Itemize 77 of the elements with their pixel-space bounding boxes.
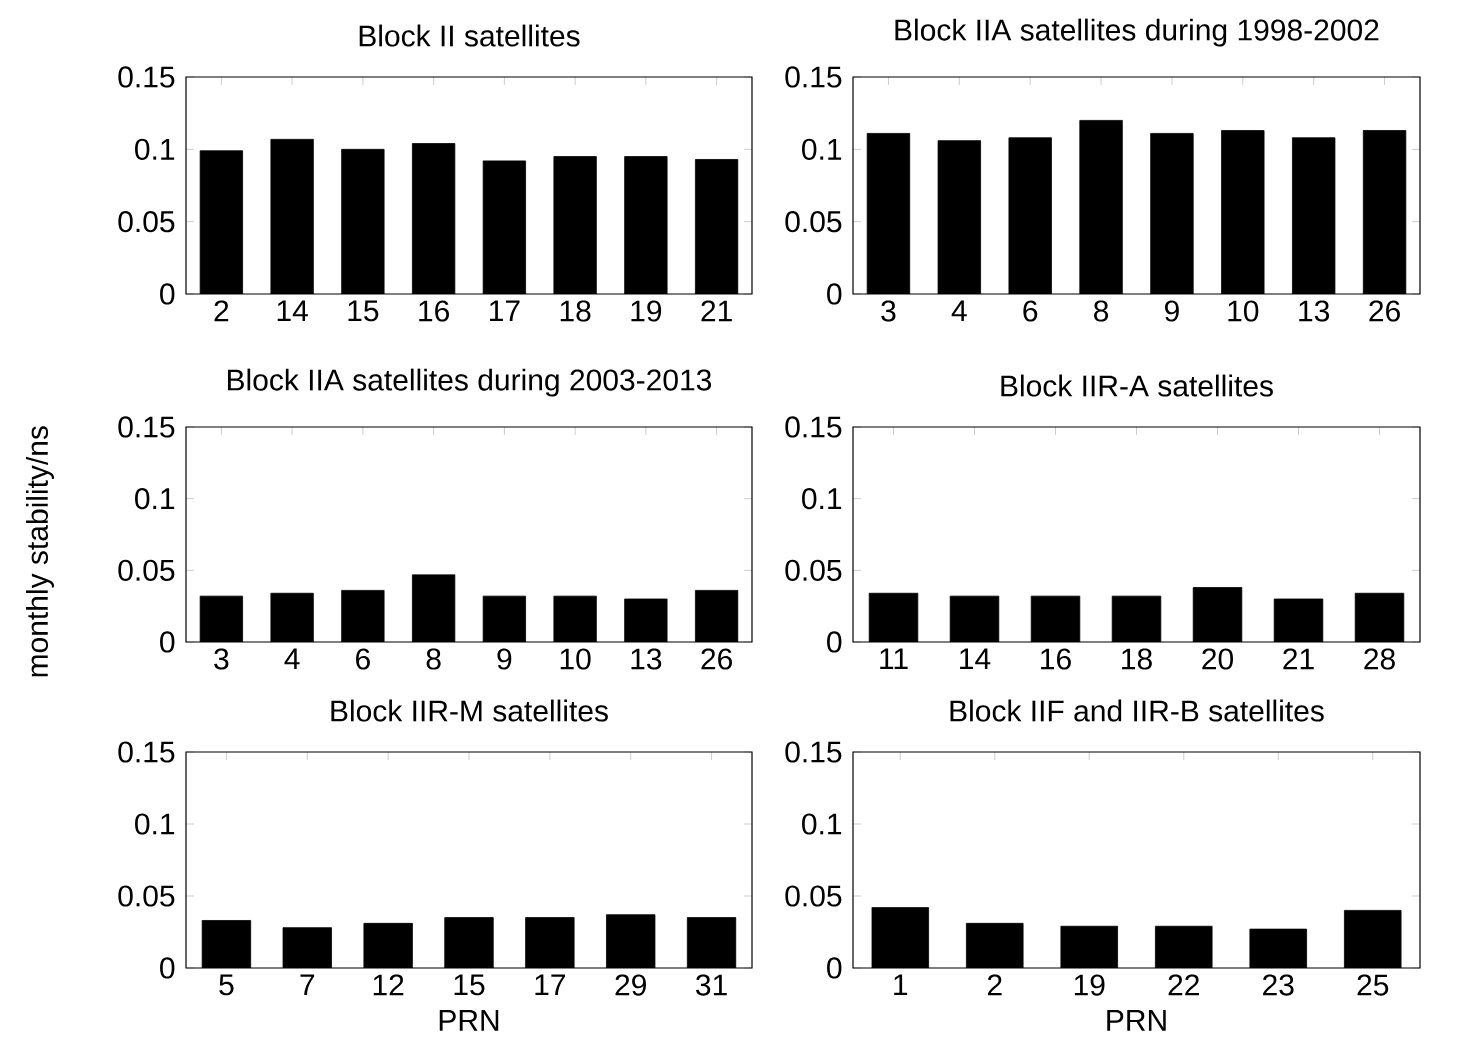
x-axis-title: PRN: [439, 1010, 499, 1031]
x-tick-label: 8: [426, 648, 441, 670]
x-tick-label: 5: [219, 974, 234, 996]
chart-title: Block IIR-M satellites: [331, 699, 608, 722]
x-tick-label: 14: [277, 300, 308, 322]
x-tick-label: 3: [214, 648, 229, 670]
y-tick-label: 0.1: [135, 813, 175, 835]
x-tick-label: 6: [1023, 300, 1038, 322]
chart-title: Block IIF and IIR-B satellites: [950, 699, 1324, 722]
y-tick-label: 0.15: [785, 741, 842, 763]
x-tick-label: 20: [1202, 648, 1233, 670]
y-tick-label: 0.15: [785, 416, 842, 438]
x-tick-label: 6: [356, 648, 370, 670]
y-tick-label: 0.05: [118, 885, 175, 907]
y-tick-label: 0: [160, 283, 175, 305]
y-tick-label: 0.05: [785, 559, 842, 581]
x-tick-label: 1: [894, 974, 908, 996]
x-tick-label: 29: [615, 974, 646, 996]
chart-title: Block II satellites: [359, 24, 580, 47]
x-axis-title: PRN: [1107, 1010, 1166, 1031]
x-tick-label: 4: [284, 648, 300, 670]
x-tick-label: 26: [701, 648, 732, 670]
x-tick-label: 10: [1228, 300, 1259, 322]
x-tick-label: 13: [1299, 300, 1330, 322]
x-tick-label: 16: [1041, 648, 1071, 670]
y-tick-label: 0.1: [802, 138, 842, 160]
y-tick-label: 0.05: [118, 211, 175, 233]
x-tick-label: 15: [454, 974, 485, 996]
x-tick-label: 25: [1357, 974, 1389, 996]
x-tick-label: 17: [535, 974, 566, 996]
y-tick-label: 0.05: [785, 885, 842, 907]
chart-title: Block IIA satellites during 1998-2002: [895, 18, 1379, 47]
y-tick-label: 0.1: [802, 488, 842, 510]
y-tick-label: 0.1: [135, 488, 175, 510]
x-tick-label: 31: [696, 974, 727, 996]
y-tick-label: 0.15: [785, 66, 842, 88]
x-tick-label: 18: [560, 300, 591, 322]
x-tick-label: 14: [960, 648, 991, 670]
y-tick-label: 0: [827, 283, 842, 305]
y-tick-label: 0.05: [118, 559, 175, 581]
x-tick-label: 2: [214, 300, 229, 322]
x-tick-label: 12: [373, 974, 404, 996]
y-tick-label: 0: [827, 957, 842, 979]
y-tick-label: 0.15: [118, 66, 175, 88]
x-tick-label: 10: [560, 648, 591, 670]
chart-title: Block IIA satellites during 2003-2013: [227, 368, 712, 397]
x-tick-label: 4: [951, 300, 967, 322]
x-tick-label: 18: [1122, 648, 1152, 670]
y-tick-label: 0.15: [118, 741, 175, 763]
y-axis-title: monthly stability/ns: [26, 426, 54, 677]
x-tick-label: 23: [1263, 974, 1294, 996]
x-tick-label: 19: [1074, 974, 1105, 996]
x-tick-label: 28: [1364, 648, 1395, 670]
x-tick-label: 22: [1168, 974, 1199, 996]
x-tick-label: 26: [1369, 300, 1400, 322]
x-tick-label: 3: [881, 300, 896, 322]
x-tick-label: 11: [880, 648, 908, 670]
y-tick-label: 0.05: [785, 211, 842, 233]
x-tick-label: 8: [1094, 300, 1109, 322]
x-tick-label: 2: [987, 974, 1002, 996]
x-tick-label: 16: [419, 300, 449, 322]
y-tick-label: 0.1: [802, 813, 842, 835]
x-tick-label: 19: [631, 300, 662, 322]
x-tick-label: 9: [497, 648, 512, 670]
x-tick-label: 13: [631, 648, 662, 670]
y-tick-label: 0.1: [135, 138, 175, 160]
x-tick-label: 21: [701, 300, 732, 322]
x-tick-label: 15: [348, 300, 379, 322]
x-tick-label: 9: [1165, 300, 1179, 322]
x-tick-label: 17: [489, 300, 520, 322]
y-tick-label: 0: [160, 957, 175, 979]
y-tick-label: 0: [827, 631, 842, 653]
chart-title: Block IIR-A satellites: [1001, 374, 1273, 397]
x-tick-label: 7: [300, 974, 315, 996]
x-tick-label: 21: [1283, 648, 1314, 670]
y-tick-label: 0: [160, 631, 175, 653]
y-tick-label: 0.15: [118, 416, 175, 438]
